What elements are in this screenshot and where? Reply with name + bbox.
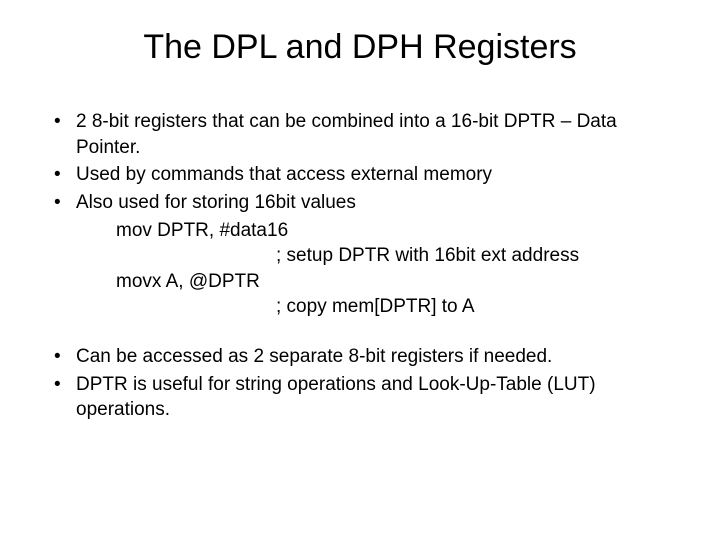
code-block: mov DPTR, #data16 ; setup DPTR with 16bi… [116, 218, 672, 321]
bullet-item: DPTR is useful for string operations and… [48, 372, 672, 423]
bullet-list-bottom: Can be accessed as 2 separate 8-bit regi… [48, 344, 672, 423]
code-comment: ; setup DPTR with 16bit ext address [276, 243, 672, 269]
bullet-item: Used by commands that access external me… [48, 162, 672, 188]
bullet-item: 2 8-bit registers that can be combined i… [48, 109, 672, 160]
code-line: movx A, @DPTR [116, 269, 672, 295]
bullet-item: Can be accessed as 2 separate 8-bit regi… [48, 344, 672, 370]
code-comment: ; copy mem[DPTR] to A [276, 294, 672, 320]
slide-title: The DPL and DPH Registers [48, 28, 672, 67]
bullet-item: Also used for storing 16bit values [48, 190, 672, 216]
code-line: mov DPTR, #data16 [116, 218, 672, 244]
bullet-list-top: 2 8-bit registers that can be combined i… [48, 109, 672, 216]
